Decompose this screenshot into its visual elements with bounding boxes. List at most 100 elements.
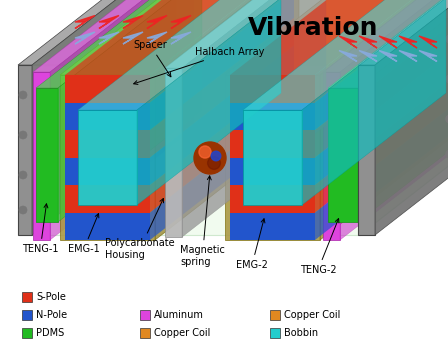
Polygon shape (18, 65, 32, 235)
Polygon shape (379, 51, 397, 62)
Text: Halbach Array: Halbach Array (134, 47, 264, 84)
Circle shape (211, 151, 221, 161)
Polygon shape (315, 100, 448, 240)
Polygon shape (225, 0, 448, 75)
Polygon shape (150, 0, 294, 103)
Polygon shape (182, 0, 326, 237)
Polygon shape (379, 36, 397, 48)
Polygon shape (33, 72, 50, 240)
Polygon shape (165, 68, 182, 237)
Text: TENG-2: TENG-2 (300, 219, 339, 275)
Circle shape (19, 91, 27, 99)
Polygon shape (315, 46, 448, 185)
Polygon shape (230, 75, 315, 103)
Circle shape (199, 146, 211, 158)
Polygon shape (36, 88, 58, 222)
Polygon shape (65, 0, 294, 75)
Text: Aluminum: Aluminum (154, 310, 204, 320)
Polygon shape (65, 75, 150, 103)
Polygon shape (65, 157, 150, 185)
Polygon shape (65, 185, 150, 213)
Polygon shape (243, 110, 302, 205)
Polygon shape (315, 0, 448, 103)
Polygon shape (323, 0, 448, 72)
Polygon shape (58, 0, 202, 222)
Polygon shape (75, 16, 95, 28)
Text: TENG-1: TENG-1 (22, 204, 59, 254)
Text: Magnetic
spring: Magnetic spring (180, 176, 225, 267)
Polygon shape (328, 88, 358, 222)
Text: PDMS: PDMS (36, 328, 64, 338)
Polygon shape (165, 0, 326, 68)
Polygon shape (30, 0, 448, 65)
FancyBboxPatch shape (140, 328, 150, 338)
Polygon shape (243, 0, 446, 110)
Polygon shape (230, 103, 315, 130)
Polygon shape (419, 36, 437, 48)
Polygon shape (65, 103, 150, 130)
Polygon shape (230, 130, 315, 157)
Polygon shape (30, 65, 360, 235)
Polygon shape (225, 75, 320, 240)
Text: S-Pole: S-Pole (36, 292, 66, 302)
Text: Polycarbonate
Housing: Polycarbonate Housing (105, 199, 175, 260)
Polygon shape (137, 0, 281, 205)
Polygon shape (78, 0, 281, 110)
Polygon shape (50, 0, 194, 240)
Polygon shape (230, 213, 315, 240)
Polygon shape (147, 32, 167, 44)
Polygon shape (339, 36, 357, 48)
Circle shape (19, 131, 27, 139)
Polygon shape (123, 16, 143, 28)
Polygon shape (150, 18, 294, 157)
Polygon shape (328, 0, 448, 88)
Polygon shape (419, 51, 437, 62)
Text: EMG-1: EMG-1 (68, 214, 100, 254)
Polygon shape (230, 185, 315, 213)
Polygon shape (315, 0, 448, 130)
Polygon shape (315, 73, 448, 213)
Circle shape (207, 157, 220, 169)
Polygon shape (150, 73, 294, 213)
Circle shape (194, 142, 226, 174)
Circle shape (446, 115, 448, 123)
Polygon shape (375, 0, 448, 235)
Text: Vibration: Vibration (248, 16, 379, 40)
Polygon shape (99, 32, 119, 44)
Polygon shape (171, 16, 191, 28)
Polygon shape (320, 0, 448, 240)
Polygon shape (78, 110, 137, 205)
Polygon shape (33, 0, 194, 72)
Polygon shape (150, 100, 294, 240)
Circle shape (19, 171, 27, 179)
Polygon shape (359, 36, 377, 48)
Polygon shape (171, 32, 191, 44)
FancyBboxPatch shape (140, 310, 150, 320)
Text: N-Pole: N-Pole (36, 310, 67, 320)
Polygon shape (323, 72, 340, 240)
Polygon shape (339, 51, 357, 62)
Polygon shape (399, 51, 417, 62)
Circle shape (19, 206, 27, 214)
FancyBboxPatch shape (22, 292, 32, 302)
Text: Bobbin: Bobbin (284, 328, 318, 338)
Polygon shape (75, 32, 95, 44)
Polygon shape (65, 130, 150, 157)
Polygon shape (150, 0, 294, 130)
Circle shape (446, 35, 448, 43)
Polygon shape (60, 0, 299, 75)
Polygon shape (150, 46, 294, 185)
Polygon shape (36, 0, 202, 88)
FancyBboxPatch shape (22, 328, 32, 338)
FancyBboxPatch shape (22, 310, 32, 320)
Polygon shape (340, 0, 448, 240)
Polygon shape (302, 0, 446, 205)
Text: Copper Coil: Copper Coil (284, 310, 340, 320)
FancyBboxPatch shape (270, 328, 280, 338)
Polygon shape (99, 16, 119, 28)
Polygon shape (18, 0, 176, 65)
Polygon shape (65, 213, 150, 240)
Polygon shape (230, 157, 315, 185)
Polygon shape (315, 18, 448, 157)
Polygon shape (358, 65, 375, 235)
